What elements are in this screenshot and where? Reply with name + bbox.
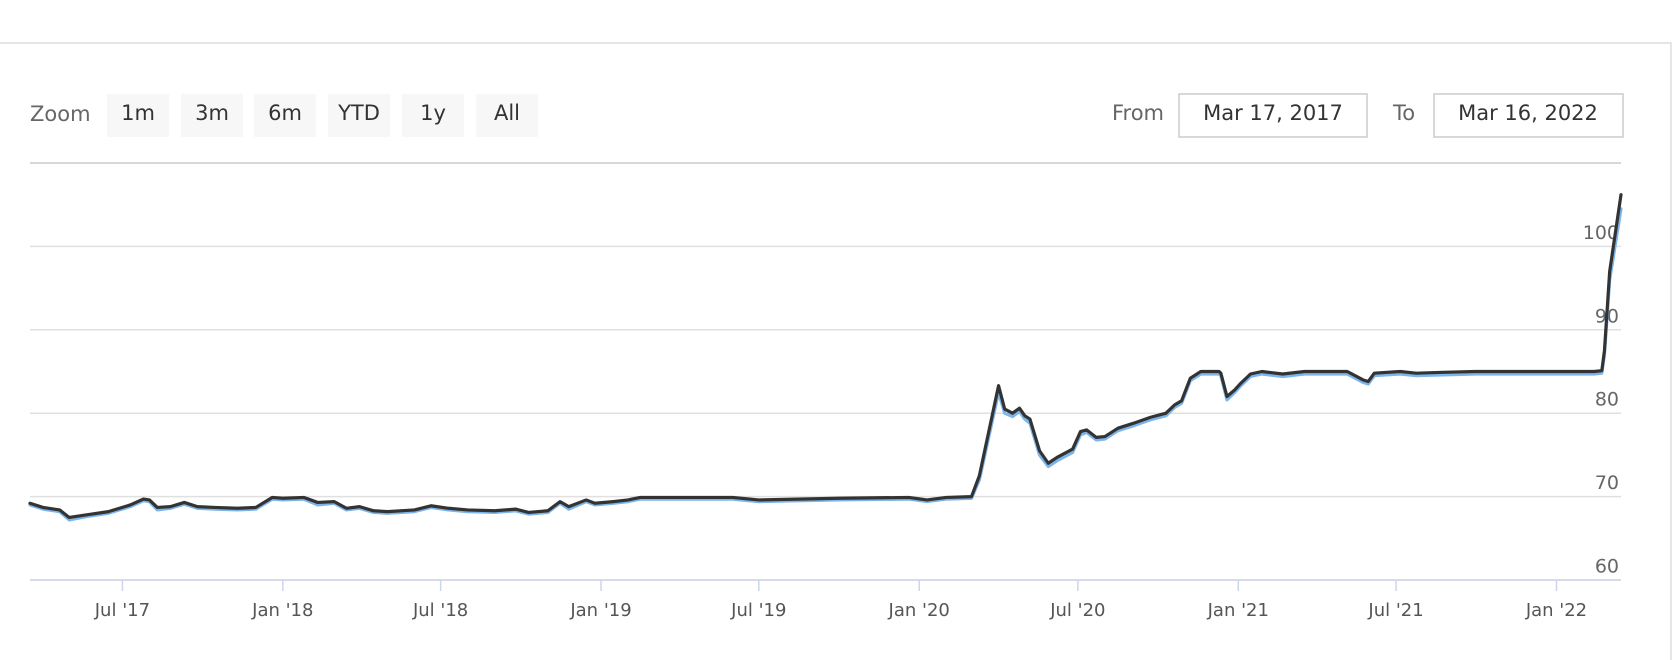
zoom-button[interactable] [402,94,464,137]
x-tick-label: Jul '21 [1367,600,1423,621]
x-tick-label: Jan '19 [569,600,631,621]
to-date[interactable]: Mar 16, 2022 [1458,101,1598,125]
y-tick-label: 80 [1595,389,1619,411]
zoom-button[interactable] [107,94,169,137]
x-tick-label: Jul '20 [1049,600,1105,621]
x-tick-label: Jan '22 [1525,600,1587,621]
frame [0,42,1672,660]
zoom-button-label[interactable]: 1y [420,101,446,125]
series-line [28,193,1623,520]
to-input[interactable] [1433,93,1624,138]
zoom-button[interactable] [476,94,538,137]
zoom-button[interactable] [328,94,390,137]
zoom-button[interactable] [254,94,316,137]
x-tick-label: Jul '18 [412,600,468,621]
y-tick-label: 100 [1583,222,1619,244]
zoom-button-label[interactable]: 3m [195,101,229,125]
x-tick-label: Jul '19 [730,600,786,621]
zoom-button[interactable] [181,94,243,137]
zoom-button-label[interactable]: 1m [121,101,155,125]
to-label: To [1392,101,1415,125]
from-label: From [1112,101,1164,125]
x-tick-label: Jan '21 [1207,600,1269,621]
x-tick-label: Jul '17 [94,600,150,621]
from-date[interactable]: Mar 17, 2017 [1203,101,1343,125]
zoom-button-label[interactable]: All [494,101,520,125]
zoom-button-label[interactable]: YTD [337,101,380,125]
zoom-label: Zoom [30,102,91,126]
x-tick-label: Jan '20 [888,600,950,621]
x-tick-label: Jan '18 [251,600,313,621]
series-line [28,207,1623,522]
from-input[interactable] [1178,93,1368,138]
y-tick-label: 60 [1595,556,1619,578]
y-tick-label: 70 [1595,472,1619,494]
zoom-button-label[interactable]: 6m [268,101,302,125]
